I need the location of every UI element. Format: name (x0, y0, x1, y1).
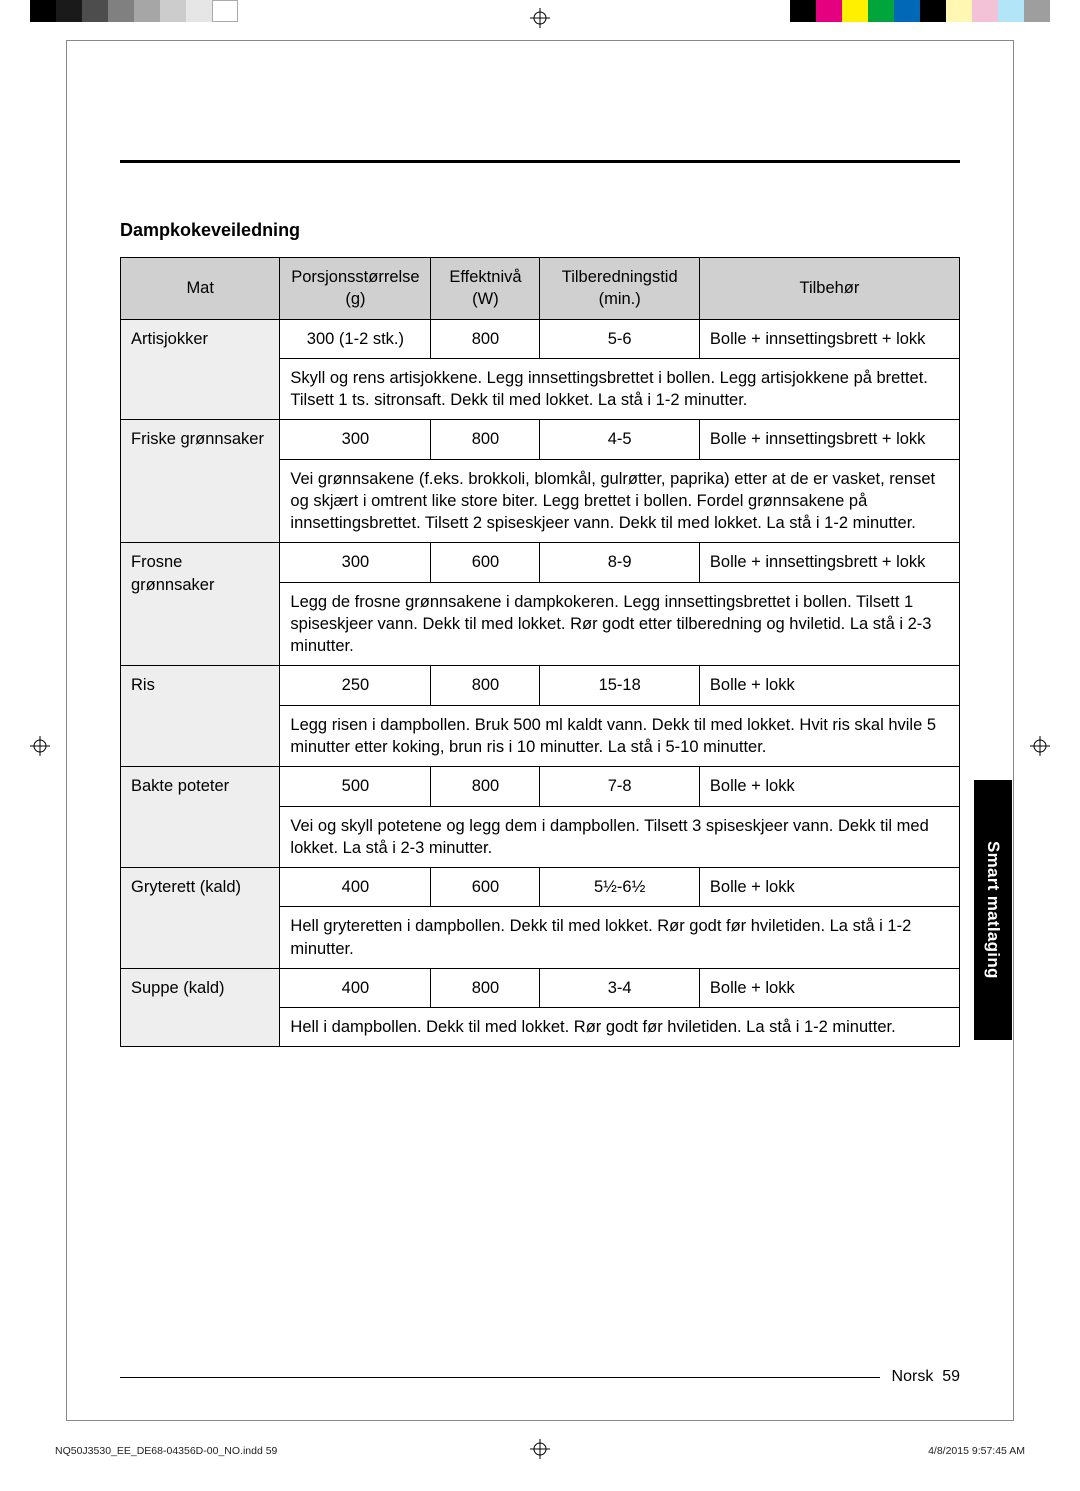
section-title: Dampkokeveiledning (120, 220, 960, 241)
cell-portion: 250 (280, 666, 431, 705)
registration-swatch (868, 0, 894, 22)
table-row: Gryterett (kald)4006005½-6½Bolle + lokk (121, 868, 960, 907)
table-row: Artisjokker300 (1-2 stk.)8005-6Bolle + i… (121, 319, 960, 358)
table-row: Friske grønnsaker3008004-5Bolle + innset… (121, 420, 960, 459)
cell-accessory: Bolle + innsettingsbrett + lokk (699, 420, 959, 459)
footer-language: Norsk (892, 1368, 934, 1385)
registration-swatch (212, 0, 238, 22)
cell-food: Suppe (kald) (121, 968, 280, 1047)
cell-power: 800 (431, 968, 540, 1007)
page-content: Dampkokeveiledning Mat Porsjonsstørrelse… (120, 160, 960, 1361)
registration-swatch (134, 0, 160, 22)
cell-portion: 300 (280, 543, 431, 582)
cell-time: 4-5 (540, 420, 699, 459)
registration-swatch (82, 0, 108, 22)
registration-swatch (842, 0, 868, 22)
cell-portion: 500 (280, 767, 431, 806)
cell-power: 800 (431, 420, 540, 459)
header-power: Effektnivå (W) (431, 258, 540, 320)
cell-food: Frosne grønnsaker (121, 543, 280, 666)
registration-swatch (1024, 0, 1050, 22)
registration-target-icon (530, 8, 550, 28)
cell-accessory: Bolle + lokk (699, 767, 959, 806)
printer-footer: NQ50J3530_EE_DE68-04356D-00_NO.indd 59 4… (55, 1445, 1025, 1457)
registration-swatch (920, 0, 946, 22)
cell-instructions: Legg de frosne grønnsakene i dampkokeren… (280, 582, 960, 666)
registration-swatch (160, 0, 186, 22)
cooking-guide-table: Mat Porsjonsstørrelse (g) Effektnivå (W)… (120, 257, 960, 1047)
cell-time: 15-18 (540, 666, 699, 705)
cell-time: 5-6 (540, 319, 699, 358)
cell-accessory: Bolle + lokk (699, 666, 959, 705)
table-header-row: Mat Porsjonsstørrelse (g) Effektnivå (W)… (121, 258, 960, 320)
cell-power: 800 (431, 666, 540, 705)
table-row: Frosne grønnsaker3006008-9Bolle + innset… (121, 543, 960, 582)
cell-portion: 300 (1-2 stk.) (280, 319, 431, 358)
cell-instructions: Legg risen i dampbollen. Bruk 500 ml kal… (280, 705, 960, 767)
cell-time: 5½-6½ (540, 868, 699, 907)
cell-portion: 400 (280, 868, 431, 907)
registration-swatch (894, 0, 920, 22)
registration-swatch (816, 0, 842, 22)
footer-rule (120, 1377, 880, 1378)
registration-target-right-icon (1030, 736, 1050, 756)
cell-food: Gryterett (kald) (121, 868, 280, 969)
registration-swatch (56, 0, 82, 22)
cell-food: Friske grønnsaker (121, 420, 280, 543)
cell-instructions: Skyll og rens artisjokkene. Legg innsett… (280, 358, 960, 420)
registration-swatch (946, 0, 972, 22)
table-row: Ris25080015-18Bolle + lokk (121, 666, 960, 705)
cell-food: Ris (121, 666, 280, 767)
table-row: Suppe (kald)4008003-4Bolle + lokk (121, 968, 960, 1007)
cell-portion: 300 (280, 420, 431, 459)
registration-target-left-icon (30, 736, 50, 756)
cell-power: 600 (431, 868, 540, 907)
printer-timestamp: 4/8/2015 9:57:45 AM (928, 1445, 1025, 1457)
footer-language-page: Norsk 59 (892, 1368, 960, 1386)
page-footer: Norsk 59 (120, 1368, 960, 1386)
printer-filename: NQ50J3530_EE_DE68-04356D-00_NO.indd 59 (55, 1445, 277, 1457)
cell-time: 3-4 (540, 968, 699, 1007)
cell-power: 800 (431, 767, 540, 806)
header-food: Mat (121, 258, 280, 320)
registration-marks-top (0, 0, 1080, 40)
table-row: Bakte poteter5008007-8Bolle + lokk (121, 767, 960, 806)
cell-time: 7-8 (540, 767, 699, 806)
registration-swatch (790, 0, 816, 22)
registration-swatch (30, 0, 56, 22)
cell-time: 8-9 (540, 543, 699, 582)
cell-power: 800 (431, 319, 540, 358)
registration-target-bottom-icon (530, 1439, 550, 1459)
cell-accessory: Bolle + lokk (699, 968, 959, 1007)
cell-instructions: Hell i dampbollen. Dekk til med lokket. … (280, 1008, 960, 1047)
registration-swatch (108, 0, 134, 22)
header-accessory: Tilbehør (699, 258, 959, 320)
section-tab: Smart matlaging (974, 780, 1012, 1040)
cell-accessory: Bolle + innsettingsbrett + lokk (699, 543, 959, 582)
cell-instructions: Vei grønnsakene (f.eks. brokkoli, blomkå… (280, 459, 960, 543)
registration-swatch (972, 0, 998, 22)
header-portion: Porsjonsstørrelse (g) (280, 258, 431, 320)
cell-accessory: Bolle + lokk (699, 868, 959, 907)
cell-food: Bakte poteter (121, 767, 280, 868)
cell-accessory: Bolle + innsettingsbrett + lokk (699, 319, 959, 358)
header-time: Tilberedningstid (min.) (540, 258, 699, 320)
cell-instructions: Hell gryteretten i dampbollen. Dekk til … (280, 907, 960, 969)
registration-swatch (186, 0, 212, 22)
cell-food: Artisjokker (121, 319, 280, 420)
cell-portion: 400 (280, 968, 431, 1007)
footer-page-number: 59 (942, 1368, 960, 1385)
registration-swatch (998, 0, 1024, 22)
cell-power: 600 (431, 543, 540, 582)
cell-instructions: Vei og skyll potetene og legg dem i damp… (280, 806, 960, 868)
